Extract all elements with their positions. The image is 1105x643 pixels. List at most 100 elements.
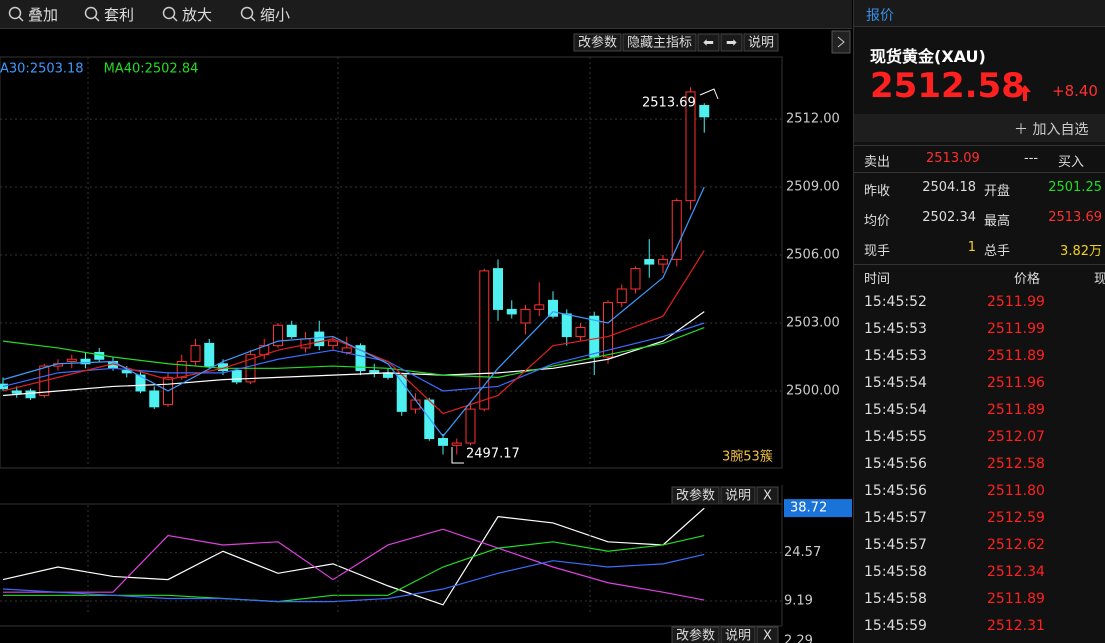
candle-body [616,288,627,304]
main-frame [0,56,783,469]
counter: 3腕53簇 [722,449,773,465]
panel-button-label[interactable]: 说明 [725,489,751,504]
candle-body [190,345,201,363]
tick-time: 15:45:53 [864,321,927,337]
candle-body [438,438,448,446]
y-tick-label: 24.57 [784,545,821,560]
panel-button-label[interactable]: X [763,489,772,504]
tick-price: 2511.80 [987,483,1045,499]
col-time: 时间 [864,272,891,287]
tool-button[interactable]: 缩小 [260,6,291,24]
current-value: 38.72 [790,501,827,516]
tick-time: 15:45:58 [864,591,927,607]
bid-row [854,145,1105,173]
toolbar: 叠加 套利 放大 缩小 [0,0,852,29]
candle-body [451,442,462,446]
candle-body [204,342,215,367]
stat-label: 开盘 [984,184,1011,199]
tick-price: 2512.34 [987,564,1045,580]
high-label: 2513.69 [642,96,696,111]
panel-button-label[interactable]: 改参数 [676,628,715,643]
candle-body [465,408,476,444]
candle-body [94,351,105,360]
candle-body [534,304,545,310]
tick-price: 2511.89 [987,591,1045,607]
panel-button-label[interactable]: X [763,629,772,643]
tick-time: 15:45:57 [864,510,927,526]
candle-body [630,268,641,290]
candle-body [25,390,36,399]
y-tick-label: 2500.00 [786,383,840,398]
tool-button[interactable]: 放大 [182,6,213,24]
tick-price: 2512.07 [987,429,1045,445]
candle-body [80,358,91,365]
expand-button[interactable] [831,30,851,54]
legend: A30:2503.18 [0,62,84,77]
candle-body [520,308,531,324]
panel-button-label[interactable]: 改参数 [578,35,617,51]
candle-body [575,327,586,338]
stat-value: 3.82万 [1060,244,1102,259]
y-tick-label: 2503.00 [786,315,840,330]
panel-button[interactable] [573,33,622,52]
add-label[interactable]: 加入自选 [1032,122,1089,138]
stat-label: 总手 [984,244,1011,259]
panel-button-label[interactable]: 隐藏主指标 [627,36,692,51]
tool-button[interactable]: 叠加 [28,6,59,24]
tick-price: 2511.99 [987,321,1045,337]
add-watch[interactable]: ＋ 加入自选 [1014,122,1089,138]
stat-label: 现手 [864,244,891,259]
tick-time: 15:45:55 [864,429,927,445]
panel-button[interactable] [720,33,743,52]
tool-button[interactable]: 套利 [104,6,135,24]
panel-button[interactable] [671,626,720,643]
candle-body [176,361,187,378]
stat-label: 最高 [984,214,1011,229]
stat-label: 均价 [864,214,891,229]
panel-button[interactable] [756,626,779,643]
low-label: 2497.17 [466,447,520,462]
tool-icon[interactable] [162,6,178,22]
tool-icon[interactable] [240,6,256,22]
tool-icon[interactable] [8,6,24,22]
tick-price: 2511.89 [987,348,1045,364]
divider [854,264,1105,265]
tick-time: 15:45:57 [864,537,927,553]
panel-button-label[interactable]: ⬅ [703,36,714,51]
candle-body [66,358,77,363]
panel-button-label[interactable]: ➡ [726,36,737,51]
panel-button[interactable] [622,33,697,52]
col-vol: 现 [1094,272,1105,287]
panel-button-label[interactable]: 改参数 [676,488,715,504]
candle-body [589,315,600,358]
tick-price: 2511.99 [987,294,1045,310]
tab[interactable]: 报价 [866,8,894,24]
candle-body [396,374,407,412]
candle-body [493,268,503,310]
col-price: 价格 [1014,272,1041,287]
panel-button[interactable] [743,33,779,52]
tick-price: 2512.31 [987,618,1045,634]
tick-price: 2512.58 [987,456,1045,472]
stat-value: 2501.25 [1048,180,1102,195]
panel-button-label[interactable]: 说明 [725,629,751,643]
panel-button[interactable] [697,33,720,52]
tool-icon[interactable] [84,6,100,22]
tick-time: 15:45:53 [864,348,927,364]
stat-value: 2504.18 [922,180,976,195]
change: +8.40 [1052,82,1098,100]
candle-body [149,390,160,408]
tick-time: 15:45:56 [864,456,927,472]
ma-line [2,186,705,438]
candle-body [671,200,682,261]
price: 2512.58 [870,66,1025,106]
legend: MA40:2502.84 [104,62,199,77]
sell-label: 卖出 [864,155,891,170]
panel-button[interactable] [720,626,756,643]
panel-button-label[interactable]: 说明 [748,36,774,51]
tick-time: 15:45:58 [864,564,927,580]
candle-body [506,308,517,315]
high-pointer [699,88,719,100]
